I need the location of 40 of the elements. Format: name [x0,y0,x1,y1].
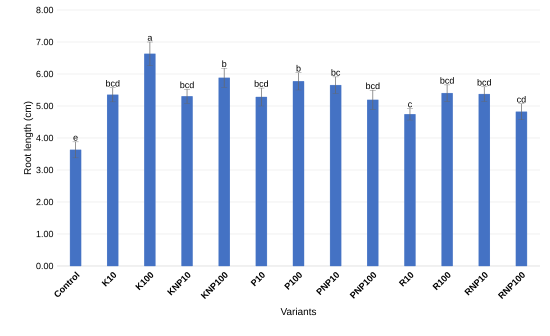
annotation: bcd [254,80,268,87]
bar [292,81,304,266]
bar [478,94,490,266]
y-tick-label: 3.00 [36,166,54,174]
bar [218,78,230,266]
annotation: b [222,60,226,68]
bar [70,150,82,266]
annotation: bcd [106,80,120,87]
y-axis-title: Root length (cm) [24,102,34,174]
bar [441,92,453,266]
bar [144,54,156,266]
bar [404,114,416,266]
annotation: e [73,136,78,141]
y-tick-label: 6.00 [36,70,54,78]
bar [181,96,193,266]
x-tick-label: P10 [250,272,265,286]
annotation: c [408,102,412,108]
annotation: b [296,64,301,72]
x-tick-label: K10 [102,272,116,287]
y-tick-label: 0.00 [36,262,54,270]
bar [256,96,268,266]
x-tick-label: R10 [398,272,414,287]
bar [516,112,528,266]
bar [367,100,379,266]
y-tick-label: 7.00 [36,38,54,46]
y-tick-label: 4.00 [36,134,54,142]
annotation: bcd [478,78,491,86]
y-tick-label: 1.00 [36,230,54,238]
bar [107,94,118,266]
y-tick-label: 5.00 [36,102,54,110]
annotation: bcd [366,82,380,90]
annotation: bcd [180,82,194,88]
x-axis-title: Variants [280,308,316,316]
bar [330,84,342,266]
annotation: cd [517,96,526,103]
y-tick-label: 8.00 [36,6,54,14]
annotation: a [148,36,152,41]
annotation: bcd [440,77,454,84]
annotation: bc [331,69,340,76]
y-tick-label: 2.00 [36,198,54,206]
